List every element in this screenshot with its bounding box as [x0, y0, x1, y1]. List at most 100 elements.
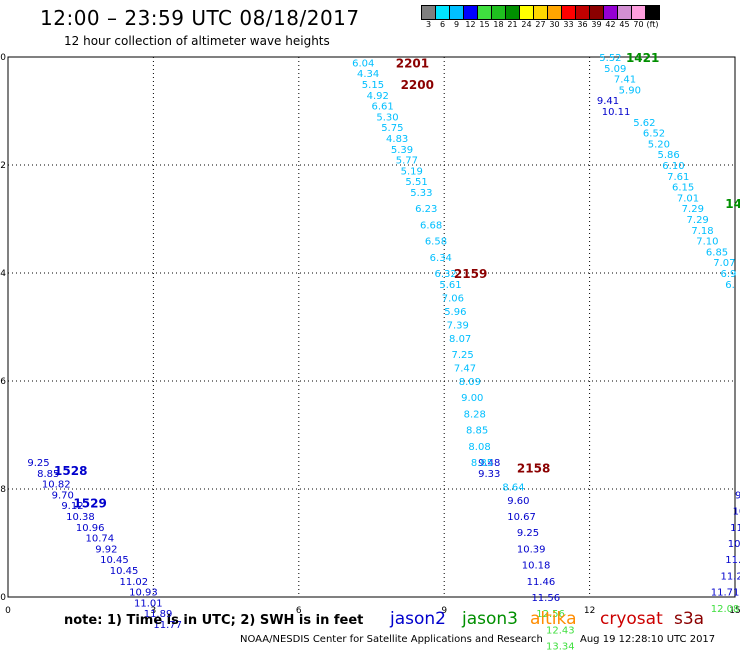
wave-height-value: 10.93	[129, 588, 158, 599]
wave-height-value: 6.58	[425, 237, 447, 248]
wave-height-value: 5.77	[396, 156, 418, 167]
credit-line: NOAA/NESDIS Center for Satellite Applica…	[240, 634, 543, 645]
x-tick-label: 12	[584, 606, 595, 616]
wave-height-value: 10.54	[728, 539, 740, 550]
wave-height-value: 8.64	[502, 482, 524, 493]
time-label: 14	[725, 197, 740, 211]
wave-height-value: 6.52	[643, 129, 665, 140]
color-legend-swatches	[421, 5, 660, 20]
wave-height-value: 9.41	[597, 96, 619, 107]
color-swatch-label: 45	[619, 20, 630, 29]
wave-height-value: 7.06	[442, 293, 464, 304]
color-swatch-label: 39	[591, 20, 602, 29]
wave-height-value: 5.86	[657, 150, 679, 161]
wave-height-value: 5.09	[604, 64, 626, 75]
wave-height-value: 11.24	[720, 571, 740, 582]
footer-note: note: 1) Time is in UTC; 2) SWH is in fe…	[64, 613, 364, 628]
color-swatch-label: 6	[439, 20, 446, 29]
wave-height-value: 8.85	[466, 426, 488, 437]
x-tick-label: 9	[441, 606, 447, 616]
wave-height-value: 10.18	[522, 561, 551, 572]
wave-height-value: 7.07	[713, 258, 735, 269]
color-swatch-label: 42	[605, 20, 616, 29]
wave-height-value: 5.39	[391, 145, 413, 156]
wave-height-value: 8.85	[37, 469, 59, 480]
wave-height-value: 10.39	[517, 544, 546, 555]
wave-height-value: 6.85	[706, 247, 728, 258]
wave-height-value: 9.33	[478, 469, 500, 480]
wave-height-value: 12.43	[546, 625, 575, 636]
time-label: 2200	[401, 78, 434, 92]
color-swatch-label: 12	[465, 20, 476, 29]
wave-height-value: 10.45	[110, 566, 139, 577]
wave-height-value: 10.45	[100, 555, 129, 566]
plot-grid	[8, 57, 735, 597]
plot-frame	[7, 56, 736, 598]
y-tick-label: -46	[0, 377, 6, 387]
wave-height-value: 8.85	[471, 458, 493, 469]
wave-height-value: 7.61	[667, 172, 689, 183]
wave-height-value: 11.77	[153, 620, 182, 631]
wave-height-value: 6.	[725, 280, 735, 291]
wave-height-value: 5.19	[401, 166, 423, 177]
y-tick-label: -48	[0, 485, 6, 495]
legend-s3a: s3a	[674, 609, 705, 629]
legend-cryosat: cryosat	[600, 609, 663, 629]
legend-jason2: jason2	[390, 609, 446, 629]
wave-height-value: 10.67	[507, 512, 536, 523]
legend-altika: altika	[530, 609, 577, 629]
time-label: 1528	[54, 464, 87, 478]
wave-height-value: 9.70	[52, 490, 74, 501]
wave-height-value: 10.74	[86, 534, 115, 545]
wave-height-value: 9.25	[517, 528, 539, 539]
color-swatch-label: 70	[633, 20, 644, 29]
wave-height-value: 6.10	[662, 161, 684, 172]
wave-height-value: 11.02	[119, 577, 148, 588]
plot-axes: 0 3 6 9 12 15 -40 -42 -44 -46 -48 -50	[0, 53, 740, 616]
color-swatch-label: (ft)	[646, 20, 659, 29]
wave-height-value: 6.23	[415, 204, 437, 215]
time-label: 2159	[454, 267, 487, 281]
wave-height-value: 4.34	[357, 69, 379, 80]
time-label: 1421	[626, 51, 659, 65]
color-swatch-label: 3	[425, 20, 432, 29]
wave-height-value: 5.96	[444, 307, 466, 318]
wave-height-value: 8.08	[468, 442, 490, 453]
x-tick-label: 3	[151, 606, 157, 616]
wave-height-value: 5.61	[439, 280, 461, 291]
color-swatch-label: 18	[493, 20, 504, 29]
wave-height-value: 12.56	[536, 609, 565, 620]
wave-height-value: 9.25	[27, 458, 49, 469]
time-label: 2158	[517, 461, 550, 475]
x-tick-label: 0	[5, 606, 11, 616]
plot-points: 9.258.8510.829.709.1210.3810.9610.749.92…	[27, 53, 740, 650]
wave-height-value: 7.18	[691, 226, 713, 237]
wave-height-value: 8.28	[464, 409, 486, 420]
chart-title: 12:00 – 23:59 UTC 08/18/2017	[40, 6, 360, 30]
wave-height-value: 12.08	[711, 604, 740, 615]
wave-height-value: 10.	[733, 507, 740, 518]
y-tick-label: -50	[0, 593, 6, 603]
y-tick-label: -42	[0, 161, 6, 171]
wave-height-value: 11.89	[144, 609, 173, 620]
wave-height-value: 6.9	[720, 269, 736, 280]
wave-height-value: 10.96	[76, 523, 105, 534]
wave-height-value: 6.34	[430, 253, 452, 264]
time-label: 1529	[73, 497, 106, 511]
wave-height-value: 10.82	[42, 480, 71, 491]
wave-height-value: 11.71	[711, 588, 740, 599]
color-swatch-label: 30	[549, 20, 560, 29]
wave-height-value: 5.62	[633, 118, 655, 129]
wave-height-value: 7.01	[677, 193, 699, 204]
wave-height-value: 5.75	[381, 123, 403, 134]
wave-height-value: 9.12	[61, 501, 83, 512]
wave-height-value: 5.33	[410, 188, 432, 199]
wave-height-value: 6.15	[672, 183, 694, 194]
y-tick-label: -44	[0, 269, 6, 279]
wave-height-value: 11.46	[527, 577, 556, 588]
wave-height-value: 13.34	[546, 642, 575, 650]
color-legend-labels: 3 6 9 12 15 18 21 24 27 30 33 36 39 42 45 70 (ft)	[421, 20, 659, 29]
wave-height-value: 7.29	[687, 215, 709, 226]
wave-height-value: 6.68	[420, 220, 442, 231]
